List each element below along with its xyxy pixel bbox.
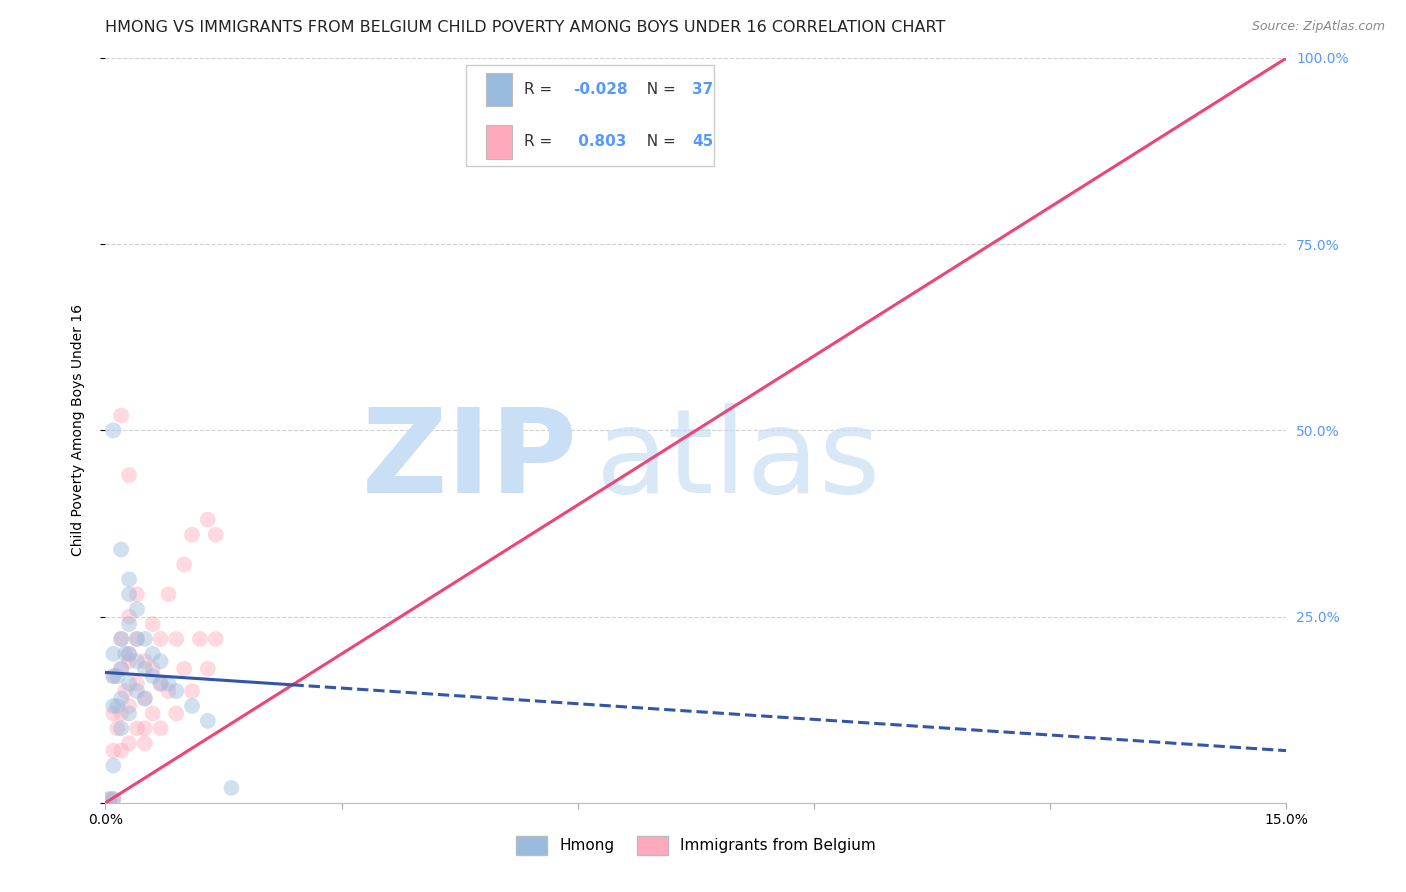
Point <box>105 669 128 683</box>
Point <box>105 721 128 735</box>
Text: 45: 45 <box>692 135 714 149</box>
Point <box>110 542 132 557</box>
Text: ZIP: ZIP <box>361 402 578 517</box>
Point <box>134 632 156 646</box>
Point <box>125 602 148 616</box>
Point <box>125 676 148 690</box>
Point <box>98 792 121 806</box>
Text: 0.803: 0.803 <box>574 135 627 149</box>
Point <box>125 654 148 668</box>
Point <box>118 647 141 661</box>
Point <box>149 676 172 690</box>
Point <box>110 691 132 706</box>
Y-axis label: Child Poverty Among Boys Under 16: Child Poverty Among Boys Under 16 <box>70 304 84 557</box>
Point <box>118 698 141 713</box>
Point <box>110 632 132 646</box>
Point <box>118 587 141 601</box>
Point <box>110 721 132 735</box>
Point <box>197 662 219 676</box>
Point <box>118 573 141 587</box>
Point <box>118 676 141 690</box>
Point <box>197 714 219 728</box>
Point <box>103 758 125 772</box>
Legend: Hmong, Immigrants from Belgium: Hmong, Immigrants from Belgium <box>509 829 883 863</box>
Point <box>221 780 243 795</box>
Point <box>98 792 121 806</box>
Point <box>157 676 180 690</box>
Point <box>134 721 156 735</box>
Point <box>114 647 136 661</box>
Point <box>103 647 125 661</box>
Point <box>110 744 132 758</box>
Point <box>114 684 136 698</box>
Text: R =: R = <box>523 135 557 149</box>
Point <box>157 684 180 698</box>
Point <box>149 676 172 690</box>
Point <box>142 647 165 661</box>
FancyBboxPatch shape <box>465 65 714 166</box>
Point <box>110 662 132 676</box>
Point <box>103 423 125 437</box>
Point <box>197 513 219 527</box>
Point <box>125 632 148 646</box>
Text: -0.028: -0.028 <box>574 82 627 97</box>
Point <box>118 468 141 483</box>
Text: atlas: atlas <box>596 402 882 517</box>
Point <box>142 617 165 632</box>
Point <box>125 632 148 646</box>
Point <box>134 654 156 668</box>
Point <box>125 587 148 601</box>
Bar <box>485 73 512 106</box>
Point <box>110 632 132 646</box>
Point <box>118 647 141 661</box>
Point <box>118 654 141 668</box>
Point <box>103 792 125 806</box>
Point <box>149 654 172 668</box>
Point <box>134 662 156 676</box>
Point <box>103 698 125 713</box>
Point <box>165 706 187 721</box>
Point <box>149 721 172 735</box>
Point <box>134 736 156 750</box>
Text: 37: 37 <box>692 82 714 97</box>
Point <box>165 632 187 646</box>
Point <box>118 617 141 632</box>
Point <box>110 409 132 423</box>
Point <box>118 706 141 721</box>
Point <box>103 744 125 758</box>
Text: Source: ZipAtlas.com: Source: ZipAtlas.com <box>1251 20 1385 33</box>
Point <box>142 662 165 676</box>
Bar <box>485 125 512 159</box>
Point <box>165 684 187 698</box>
Point <box>118 609 141 624</box>
Point <box>110 706 132 721</box>
Point <box>149 632 172 646</box>
Point <box>181 527 204 541</box>
Point <box>118 736 141 750</box>
Text: HMONG VS IMMIGRANTS FROM BELGIUM CHILD POVERTY AMONG BOYS UNDER 16 CORRELATION C: HMONG VS IMMIGRANTS FROM BELGIUM CHILD P… <box>105 20 946 35</box>
Point <box>103 792 125 806</box>
Point <box>204 632 226 646</box>
Point <box>181 684 204 698</box>
Point <box>188 632 211 646</box>
Point <box>142 706 165 721</box>
Point <box>125 684 148 698</box>
Text: R =: R = <box>523 82 557 97</box>
Point <box>105 698 128 713</box>
Point <box>173 558 195 572</box>
Text: N =: N = <box>637 135 681 149</box>
Point <box>125 721 148 735</box>
Point <box>173 662 195 676</box>
Point <box>134 691 156 706</box>
Point <box>103 669 125 683</box>
Point <box>181 698 204 713</box>
Point <box>204 527 226 541</box>
Text: N =: N = <box>637 82 681 97</box>
Point <box>142 669 165 683</box>
Point <box>110 662 132 676</box>
Point <box>103 706 125 721</box>
Point <box>157 587 180 601</box>
Point <box>134 691 156 706</box>
Point <box>103 669 125 683</box>
